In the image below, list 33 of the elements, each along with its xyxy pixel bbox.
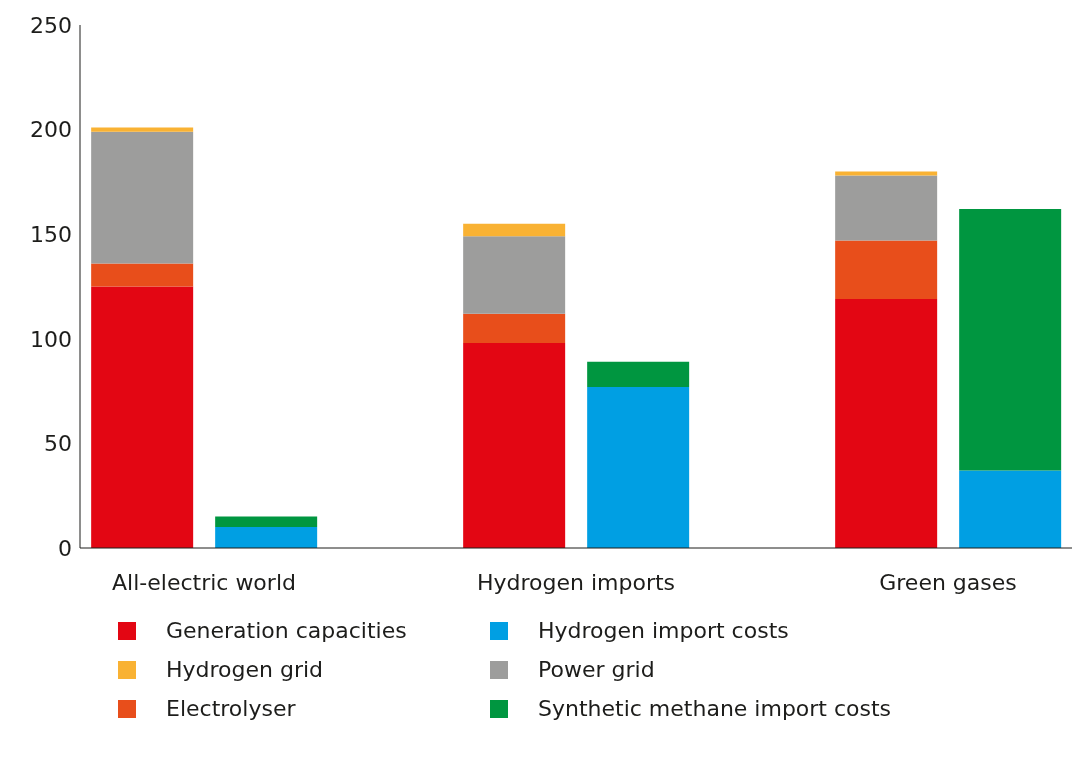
y-tick-label: 200	[30, 117, 72, 143]
bar	[463, 223, 566, 237]
legend-label: Electrolyser	[166, 696, 296, 721]
legend-label: Hydrogen import costs	[538, 618, 789, 643]
bar	[587, 361, 690, 387]
bar	[835, 299, 938, 548]
bar	[463, 342, 566, 548]
legend-label: Synthetic methane import costs	[538, 696, 892, 721]
bar	[835, 240, 938, 300]
legend-label: Generation capacities	[166, 618, 407, 643]
y-tick-label: 50	[44, 431, 72, 457]
x-tick-label: Green gases	[879, 569, 1017, 595]
bar	[215, 516, 318, 528]
y-tick-label: 150	[30, 222, 72, 248]
bar	[835, 175, 938, 241]
bar	[215, 527, 318, 548]
y-tick-label: 100	[30, 326, 72, 352]
x-tick-label: All-electric world	[112, 569, 296, 595]
bar	[835, 171, 938, 176]
bar	[463, 236, 566, 314]
bar	[91, 131, 194, 264]
x-tick-label: Hydrogen imports	[476, 569, 676, 595]
bar	[91, 286, 194, 548]
y-tick-label: 0	[58, 535, 72, 561]
bar	[91, 263, 194, 287]
bar	[959, 209, 1062, 471]
bar	[91, 127, 194, 132]
bar	[959, 470, 1062, 548]
bar	[587, 386, 690, 548]
bar	[463, 313, 566, 343]
legend-label: Hydrogen grid	[166, 657, 324, 682]
y-tick-label: 250	[30, 12, 72, 38]
legend-label: Power grid	[538, 657, 655, 682]
